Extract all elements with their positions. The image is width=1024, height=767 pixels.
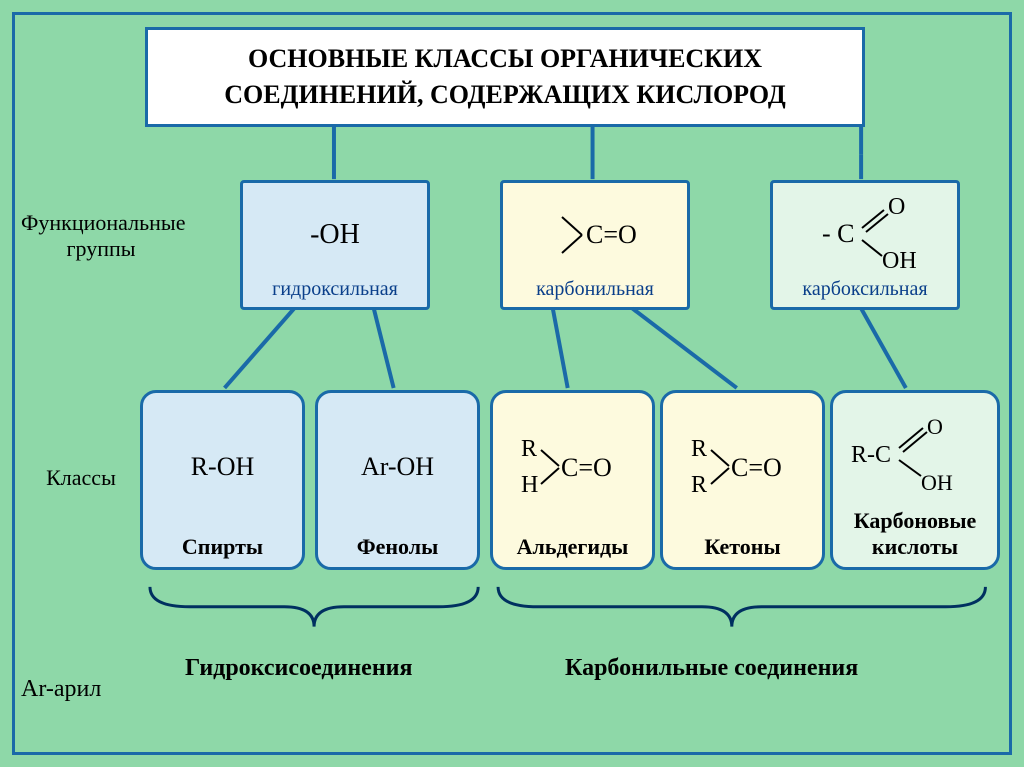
class-carboxylic-formula: R-C O OH (845, 401, 985, 508)
svg-text:H: H (521, 472, 538, 498)
class-alcohols-name: Спирты (182, 534, 263, 559)
class-ketones-name: Кетоны (704, 534, 780, 559)
fg-carbonyl: C=O карбонильная (500, 180, 690, 310)
class-alcohols-formula: R-OH (191, 401, 255, 534)
class-phenols-name: Фенолы (357, 534, 439, 559)
svg-text:R: R (691, 472, 707, 498)
diagram-title: ОСНОВНЫЕ КЛАССЫ ОРГАНИЧЕСКИХ СОЕДИНЕНИЙ,… (145, 27, 865, 127)
fg-carboxyl: - C O OH карбоксильная (770, 180, 960, 310)
fg-carbonyl-formula: C=O (540, 191, 650, 278)
svg-text:R-C: R-C (851, 442, 891, 468)
class-carboxylic: R-C O OH Карбоновые кислоты (830, 390, 1000, 570)
fg-hydroxyl: -OH гидроксильная (240, 180, 430, 310)
fg-hydroxyl-formula: -OH (310, 191, 360, 278)
fg-hydroxyl-name: гидроксильная (272, 278, 398, 301)
svg-text:C=O: C=O (586, 220, 637, 249)
class-phenols: Ar-OH Фенолы (315, 390, 480, 570)
fg-carboxyl-name: карбоксильная (802, 278, 927, 301)
svg-text:O: O (888, 196, 905, 220)
fg-carboxyl-formula: - C O OH (800, 191, 930, 278)
svg-text:OH: OH (921, 470, 953, 495)
svg-text:R: R (521, 436, 537, 462)
class-ketones-formula: R R C=O (683, 401, 803, 534)
svg-text:C=O: C=O (561, 453, 612, 482)
svg-text:R: R (691, 436, 707, 462)
svg-text:C=O: C=O (731, 453, 782, 482)
group-carbonyl-compounds: Карбонильные соединения (565, 655, 858, 682)
svg-text:O: O (927, 414, 943, 439)
class-aldehydes: R H C=O Альдегиды (490, 390, 655, 570)
class-aldehydes-name: Альдегиды (517, 534, 629, 559)
fg-carbonyl-name: карбонильная (536, 278, 654, 301)
group-hydroxy: Гидроксисоединения (185, 655, 412, 682)
class-phenols-formula: Ar-OH (361, 401, 434, 534)
class-aldehydes-formula: R H C=O (513, 401, 633, 534)
class-alcohols: R-OH Спирты (140, 390, 305, 570)
svg-text:- C: - C (822, 219, 855, 248)
class-ketones: R R C=O Кетоны (660, 390, 825, 570)
svg-text:OH: OH (882, 248, 917, 274)
label-ar-aryl: Ar-арил (21, 675, 141, 704)
label-classes: Классы (21, 465, 141, 491)
label-functional-groups: Функциональные группы (21, 210, 181, 263)
class-carboxylic-name: Карбоновые кислоты (841, 508, 989, 559)
